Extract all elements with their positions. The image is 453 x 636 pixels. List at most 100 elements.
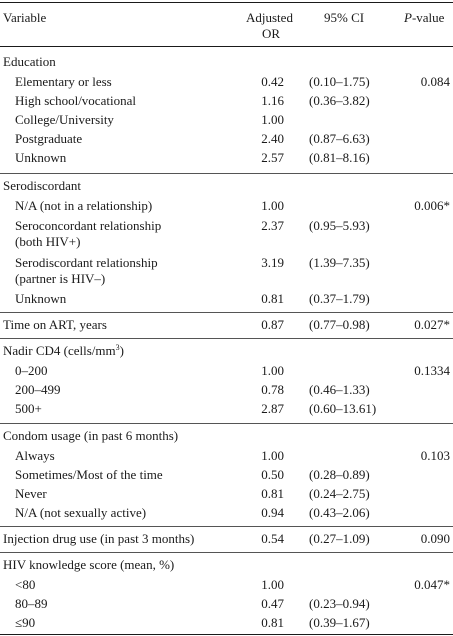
section-divider (0, 552, 453, 553)
row-p-value: 0.006* (414, 198, 450, 213)
section-divider (0, 338, 453, 339)
row-label: Injection drug use (in past 3 months) (3, 531, 195, 546)
row-or: 3.19 (261, 255, 284, 270)
table-row: Always 1.00 0.103 (0, 448, 453, 468)
table-row: Seroconcordant relationship (both HIV+) … (0, 218, 453, 254)
row-ci: (0.27–1.09) (309, 531, 370, 546)
row-p-value: 0.027* (414, 317, 450, 332)
section-divider (0, 526, 453, 527)
row-ci: (0.39–1.67) (309, 615, 370, 630)
section-title-row: HIV knowledge score (mean, %) (0, 557, 453, 577)
row-p-value: 0.1334 (414, 363, 450, 378)
table-row: Sometimes/Most of the time 0.50 (0.28–0.… (0, 467, 453, 487)
row-label: Time on ART, years (3, 317, 107, 332)
row-ci: (0.43–2.06) (309, 505, 370, 520)
row-label: College/University (15, 112, 114, 127)
section-title: Nadir CD4 (cells/mm3) (3, 343, 124, 359)
row-label: Elementary or less (15, 74, 112, 89)
row-p-value: 0.103 (420, 448, 450, 463)
table-row: Injection drug use (in past 3 months) 0.… (0, 531, 453, 551)
table-row: Elementary or less 0.42 (0.10–1.75) 0.08… (0, 74, 453, 94)
row-or: 2.40 (261, 131, 284, 146)
row-or: 1.00 (261, 577, 284, 592)
row-ci: (0.77–0.98) (309, 317, 370, 332)
row-or: 1.16 (261, 93, 284, 108)
row-p-value: 0.090 (420, 531, 450, 546)
row-p-value: 0.047* (414, 577, 450, 592)
section-divider (0, 423, 453, 424)
row-label: 500+ (15, 401, 42, 416)
row-or: 2.57 (261, 150, 284, 165)
row-or: 0.42 (261, 74, 284, 89)
table-row: N/A (not in a relationship) 1.00 0.006* (0, 198, 453, 218)
table-row: <80 1.00 0.047* (0, 577, 453, 597)
top-rule (0, 2, 453, 3)
table-row: Unknown 0.81 (0.37–1.79) (0, 291, 453, 311)
row-ci: (0.81–8.16) (309, 150, 370, 165)
section-title-text: Nadir CD4 (cells/mm (3, 343, 116, 358)
row-or: 1.00 (261, 363, 284, 378)
row-label-cont: (partner is HIV–) (15, 271, 106, 286)
row-label: <80 (15, 577, 36, 592)
row-label: N/A (not sexually active) (15, 505, 147, 520)
row-or: 0.81 (261, 486, 284, 501)
section-title-row: Nadir CD4 (cells/mm3) (0, 343, 453, 363)
header-rule (0, 46, 453, 47)
row-label: Serodiscordant relationship (15, 255, 158, 270)
table-row: 0–200 1.00 0.1334 (0, 363, 453, 383)
section-title: Serodiscordant (3, 178, 81, 193)
row-or: 2.37 (261, 218, 284, 233)
row-label: N/A (not in a relationship) (15, 198, 153, 213)
row-or: 0.81 (261, 615, 284, 630)
row-or: 0.94 (261, 505, 284, 520)
header-p-value: P-value (404, 9, 444, 26)
row-label: Seroconcordant relationship (15, 218, 162, 233)
header-p-letter: P (404, 10, 412, 25)
row-ci: (0.23–0.94) (309, 596, 370, 611)
table-row: Time on ART, years 0.87 (0.77–0.98) 0.02… (0, 317, 453, 337)
row-or: 0.50 (261, 467, 284, 482)
row-ci: (0.95–5.93) (309, 218, 370, 233)
row-ci: (0.36–3.82) (309, 93, 370, 108)
header-or-line1: Adjusted (246, 10, 293, 25)
section-title-row: Condom usage (in past 6 months) (0, 428, 453, 448)
section-divider (0, 312, 453, 313)
row-or: 2.87 (261, 401, 284, 416)
row-ci: (0.60–13.61) (309, 401, 377, 416)
table-row: Serodiscordant relationship (partner is … (0, 255, 453, 291)
row-ci: (0.37–1.79) (309, 291, 370, 306)
row-or: 0.47 (261, 596, 284, 611)
section-title-row: Serodiscordant (0, 178, 453, 198)
row-ci: (0.10–1.75) (309, 74, 370, 89)
row-label: 200–499 (15, 382, 61, 397)
row-ci: (1.39–7.35) (309, 255, 370, 270)
section-divider (0, 173, 453, 174)
row-label: Unknown (15, 150, 67, 165)
bottom-rule (0, 634, 453, 635)
section-title: Education (3, 54, 56, 69)
header-or-line2: OR (262, 26, 281, 41)
row-p-value: 0.084 (420, 74, 450, 89)
row-or: 0.81 (261, 291, 284, 306)
section-title: HIV knowledge score (mean, %) (3, 557, 175, 572)
row-label: Always (15, 448, 55, 463)
section-title-row: Education (0, 54, 453, 74)
row-label: Sometimes/Most of the time (15, 467, 163, 482)
row-or: 0.87 (261, 317, 284, 332)
section-title-sup: 3 (115, 343, 120, 352)
table-row: 80–89 0.47 (0.23–0.94) (0, 596, 453, 616)
row-or: 0.78 (261, 382, 284, 397)
section-title: Condom usage (in past 6 months) (3, 428, 179, 443)
header-ci: 95% CI (324, 10, 365, 25)
header-p-suffix: -value (411, 10, 445, 25)
row-label-cont: (both HIV+) (15, 234, 81, 249)
table-row: 500+ 2.87 (0.60–13.61) (0, 401, 453, 421)
table-row: Unknown 2.57 (0.81–8.16) (0, 150, 453, 170)
section-title-close: ) (119, 343, 124, 358)
row-or: 1.00 (261, 112, 284, 127)
table-row: ≤90 0.81 (0.39–1.67) (0, 615, 453, 635)
row-label: Unknown (15, 291, 67, 306)
row-ci: (0.24–2.75) (309, 486, 370, 501)
table-row: High school/vocational 1.16 (0.36–3.82) (0, 93, 453, 113)
